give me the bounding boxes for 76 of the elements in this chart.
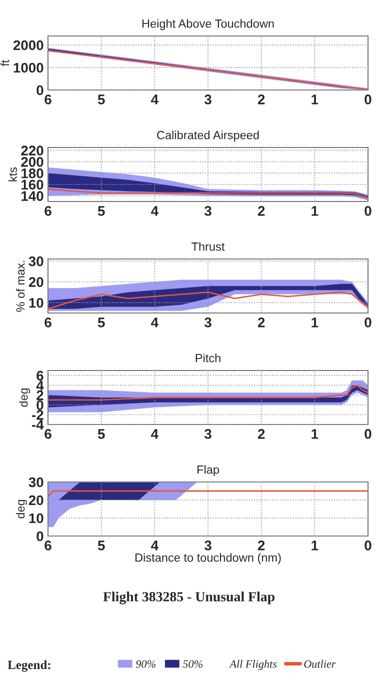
x-tick-label: 5 [98,94,105,104]
legend-title: Legend: [8,660,50,672]
x-tick-label: 0 [364,429,372,439]
text: Flight 383285 - Unusual Flap [103,592,274,604]
y-axis-title: ft [0,60,10,66]
chart-title: Height Above Touchdown [142,19,274,30]
x-tick-label: 0 [364,540,372,550]
x-tick-label: 4 [151,94,158,104]
y-tick-label: 1000 [14,62,44,73]
y-tick-label: 0 [36,400,44,410]
legend-label: 50% [182,660,202,668]
x-tick-label: 6 [44,206,52,216]
line-series [48,292,368,310]
y-tick-label: 6 [36,370,44,381]
y-tick-label: 0 [36,85,44,96]
x-tick-label: 4 [151,318,158,328]
y-axis-title: kts [8,167,17,182]
x-tick-label: 4 [151,206,158,216]
y-axis-title: % of max. [16,260,25,312]
x-tick-label: 2 [258,94,265,104]
y-axis-title: deg [19,388,30,407]
x-tick-label: 3 [204,94,212,104]
y-tick-label: 30 [28,477,44,488]
y-tick-label: 200 [21,157,44,167]
x-tick-label: 3 [204,206,212,216]
x-tick-label: 1 [312,540,318,550]
x-tick-label: 2 [258,540,265,550]
y-tick-label: 4 [36,380,44,390]
x-tick-label: 0 [364,318,372,328]
x-tick-label: 4 [151,540,158,550]
x-tick-label: 6 [44,429,52,439]
y-tick-label: 140 [22,191,44,201]
x-tick-label: 2 [258,429,265,439]
x-tick-label: 0 [364,206,372,216]
x-tick-label: 2 [258,206,265,216]
line-series [48,384,368,401]
y-tick-label: 2000 [13,40,44,50]
y-tick-label: 20 [28,495,44,506]
chart-title: Calibrated Airspeed [157,130,259,142]
x-tick-label: 3 [204,429,212,439]
legend-label: 90% [136,660,156,668]
y-tick-label: 160 [22,180,44,190]
chart-title: Flap [197,465,219,476]
x-tick-label: 3 [204,318,212,328]
line-series [48,188,368,199]
text: All Flights [229,660,277,670]
chart-title: Pitch [196,354,220,362]
x-tick-label: 5 [98,540,105,550]
x-tick-label: 6 [44,318,52,328]
x-tick-label: 5 [98,318,105,328]
y-tick-label: 20 [28,277,44,288]
y-tick-label: 10 [29,298,44,308]
x-tick-label: 2 [258,318,265,328]
x-tick-label: 6 [44,540,52,550]
y-tick-label: 30 [28,256,44,266]
y-axis-title: deg [16,500,27,518]
x-tick-label: 3 [204,540,212,550]
x-tick-label: 0 [364,94,372,104]
y-tick-label: 220 [21,146,44,156]
x-tick-label: 4 [151,429,158,439]
x-axis-title: Distance to touchdown (nm) [135,553,281,564]
x-tick-label: 1 [312,318,318,328]
y-tick-label: 2 [36,390,44,400]
y-tick-label: 0 [36,531,44,542]
y-tick-label: -2 [32,410,44,420]
x-tick-label: 5 [98,429,105,439]
x-tick-label: 1 [312,94,318,104]
y-tick-label: -4 [32,420,44,430]
x-tick-label: 5 [98,206,105,216]
legend-label: Outlier [304,660,336,668]
x-tick-label: 1 [312,429,318,439]
chart-title: Thrust [192,242,225,251]
y-tick-label: 180 [22,168,44,178]
y-tick-label: 10 [29,513,44,524]
x-tick-label: 1 [312,206,318,216]
x-tick-label: 6 [44,94,52,104]
